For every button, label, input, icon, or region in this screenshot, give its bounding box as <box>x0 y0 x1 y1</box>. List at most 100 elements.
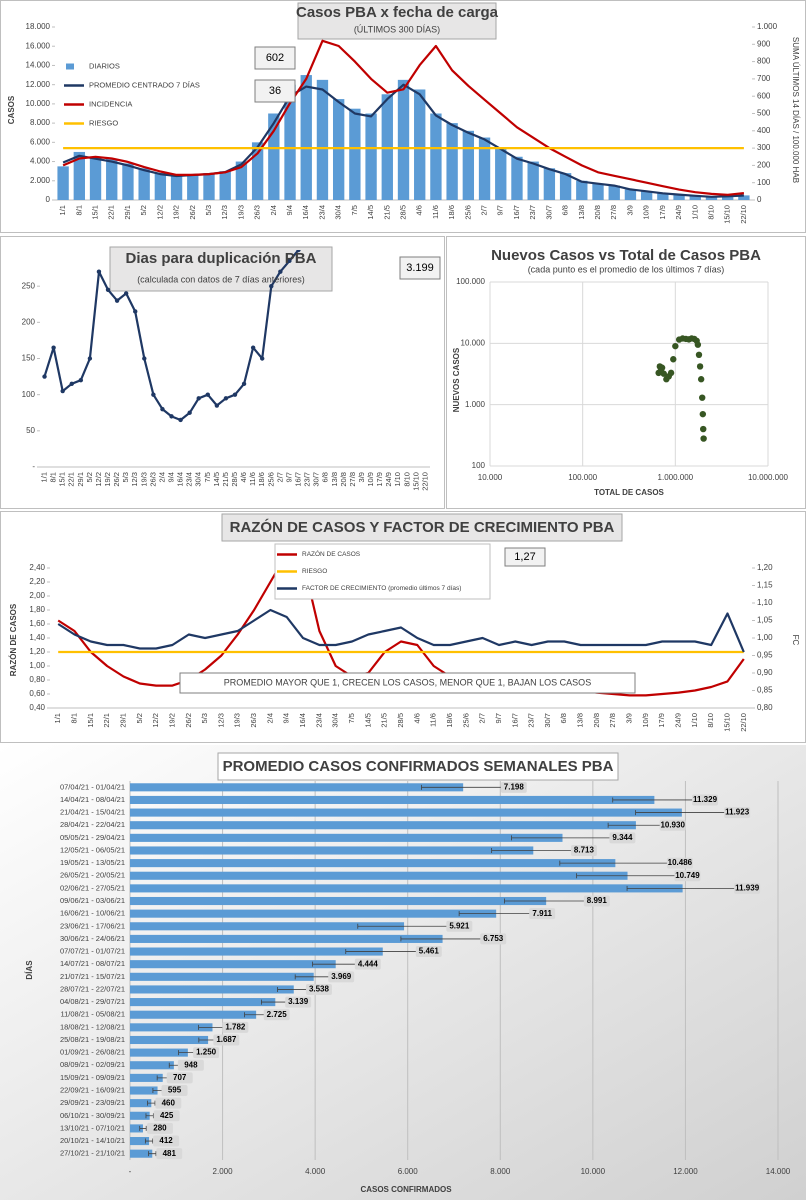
bar <box>130 1137 150 1146</box>
x-tick-label: 25/6 <box>463 205 472 220</box>
legend-label: FACTOR DE CRECIMIENTO (promedio últimos … <box>302 585 461 592</box>
x-tick-label: 15/10 <box>723 205 732 224</box>
legend-label: PROMEDIO CENTRADO 7 DÍAS <box>89 80 200 89</box>
x-tick-label: 16/7 <box>293 472 302 487</box>
bar <box>130 795 655 804</box>
bar <box>689 195 701 200</box>
x-tick-label: 1.000.000 <box>658 473 694 482</box>
bar <box>592 183 604 200</box>
x-tick-label: 19/3 <box>233 713 242 728</box>
x-tick-label: 22/1 <box>67 472 76 487</box>
value-label-box <box>500 781 527 793</box>
bar <box>130 808 682 817</box>
y-axis-label: CASOS <box>7 95 16 124</box>
x-tick-label: 19/2 <box>167 713 176 728</box>
plot-area <box>57 566 745 697</box>
x-tick-label: 5/2 <box>135 713 144 723</box>
x-tick-label: 23/7 <box>527 713 536 728</box>
x-tick-label: 12/2 <box>155 205 164 220</box>
x-tick-label: 27/8 <box>348 472 357 487</box>
y-tick-label: 12/05/21 - 06/05/21 <box>60 845 125 854</box>
x-tick-label: 9/4 <box>166 472 175 482</box>
legend-swatch <box>66 63 74 70</box>
point <box>250 345 256 350</box>
x-tick-label: 2/4 <box>265 713 274 723</box>
value-label: 11.923 <box>725 808 750 817</box>
x-tick-label: 4/6 <box>239 472 248 482</box>
x-tick-label: 1/10 <box>690 205 699 220</box>
bar <box>251 142 264 200</box>
x-tick-label: 30/7 <box>312 472 321 487</box>
x-tick-label: 23/4 <box>185 472 194 487</box>
y-tick-label: 13/10/21 - 07/10/21 <box>60 1123 125 1132</box>
y-tick-label: 200 <box>22 317 36 326</box>
value-label: 3.969 <box>331 972 352 981</box>
value-label: 481 <box>163 1149 177 1158</box>
y2-tick-label: 0,90 <box>757 668 773 677</box>
x-axis-label: TOTAL DE CASOS <box>594 488 664 497</box>
value-label-box <box>659 819 686 831</box>
y2-tick-label: 200 <box>757 161 771 170</box>
error-bar <box>148 1151 157 1157</box>
value-label: 6.753 <box>483 934 504 943</box>
bar <box>130 846 534 855</box>
bar <box>365 113 377 200</box>
y-tick-label: 100.000 <box>456 277 485 286</box>
value-label-box <box>480 933 507 945</box>
annotation: PROMEDIO MAYOR QUE 1, CRECEN LOS CASOS, … <box>224 677 591 687</box>
x-tick-label: 29/1 <box>123 205 132 220</box>
x-tick-label: 23/4 <box>317 205 326 220</box>
x-tick-label: 28/5 <box>396 713 405 728</box>
value-label-box <box>177 1059 204 1071</box>
x-tick-label: 1/10 <box>393 472 402 487</box>
annotation-box <box>399 256 441 280</box>
y-tick-label: 0,80 <box>29 675 45 684</box>
point <box>260 356 265 361</box>
value-label-box <box>446 920 473 932</box>
bar <box>130 934 443 943</box>
y2-tick-label: 500 <box>757 109 771 118</box>
y-tick-label: 28/04/21 - 22/04/21 <box>60 820 125 829</box>
y-tick-label: 14.000 <box>26 61 51 70</box>
x-tick-label: 10.000.000 <box>748 473 789 482</box>
y-tick-label: 19/05/21 - 13/05/21 <box>60 858 125 867</box>
bar <box>478 137 491 200</box>
annotation: 602 <box>266 52 284 64</box>
x-tick-label: 24/9 <box>674 205 683 220</box>
y2-tick-label: 0 <box>757 195 762 204</box>
y-tick-label: 02/06/21 - 27/05/21 <box>60 883 125 892</box>
x-tick-label: 17/9 <box>375 472 384 487</box>
x-tick-label: 7/5 <box>350 205 359 215</box>
y2-tick-label: 900 <box>757 39 771 48</box>
bar <box>203 173 215 200</box>
y-tick-label: 2,40 <box>29 563 45 572</box>
x-tick-label: 2/7 <box>480 205 489 215</box>
x-tick-label: 1/1 <box>58 205 67 215</box>
point <box>223 396 229 401</box>
point <box>697 376 705 383</box>
x-tick-label: 21/5 <box>221 472 230 487</box>
bar <box>130 833 563 842</box>
point <box>87 356 93 361</box>
value-label: 10.486 <box>668 858 693 867</box>
x-tick-label: - <box>129 1167 132 1176</box>
value-label-box <box>734 882 761 894</box>
bar <box>130 998 276 1007</box>
y-tick-label: 07/07/21 - 01/07/21 <box>60 947 125 956</box>
y2-tick-label: 100 <box>757 178 771 187</box>
y-tick-label: 16.000 <box>26 41 51 50</box>
y-tick-label: - <box>32 462 35 471</box>
annotation-box <box>254 79 296 103</box>
y2-tick-label: 1,10 <box>757 598 773 607</box>
bar <box>130 1010 257 1019</box>
x-tick-label: 30/7 <box>544 205 553 220</box>
value-label-box <box>166 1072 193 1084</box>
bar <box>657 193 669 200</box>
x-tick-label: 12/2 <box>94 472 103 487</box>
value-label-box <box>328 971 355 983</box>
x-tick-label: 26/2 <box>184 713 193 728</box>
x-tick-label: 10/9 <box>641 713 650 728</box>
x-tick-label: 2/4 <box>157 472 166 482</box>
x-tick-label: 25/6 <box>266 472 275 487</box>
y-tick-label: 21/07/21 - 15/07/21 <box>60 972 125 981</box>
